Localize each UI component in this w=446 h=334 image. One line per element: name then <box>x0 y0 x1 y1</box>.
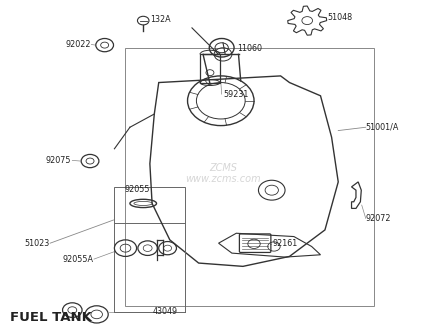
Text: 92072: 92072 <box>366 214 391 223</box>
Bar <box>114 187 186 223</box>
Text: 51048: 51048 <box>327 13 352 22</box>
Text: 92022: 92022 <box>66 40 91 49</box>
Text: 92075: 92075 <box>46 156 71 165</box>
Text: 92055: 92055 <box>124 185 150 194</box>
Text: 11060: 11060 <box>237 44 262 53</box>
Bar <box>200 54 220 82</box>
Text: 132A: 132A <box>150 15 170 24</box>
Text: 51023: 51023 <box>24 239 49 248</box>
Text: 92055A: 92055A <box>62 255 93 264</box>
Text: 43049: 43049 <box>153 307 178 316</box>
Text: 59231: 59231 <box>223 90 248 99</box>
Text: FUEL TANK: FUEL TANK <box>10 311 92 324</box>
Text: 51001/A: 51001/A <box>366 123 399 132</box>
Text: 92161: 92161 <box>273 239 298 248</box>
Bar <box>125 48 374 306</box>
Text: ZCMS
www.zcms.com: ZCMS www.zcms.com <box>185 163 261 184</box>
